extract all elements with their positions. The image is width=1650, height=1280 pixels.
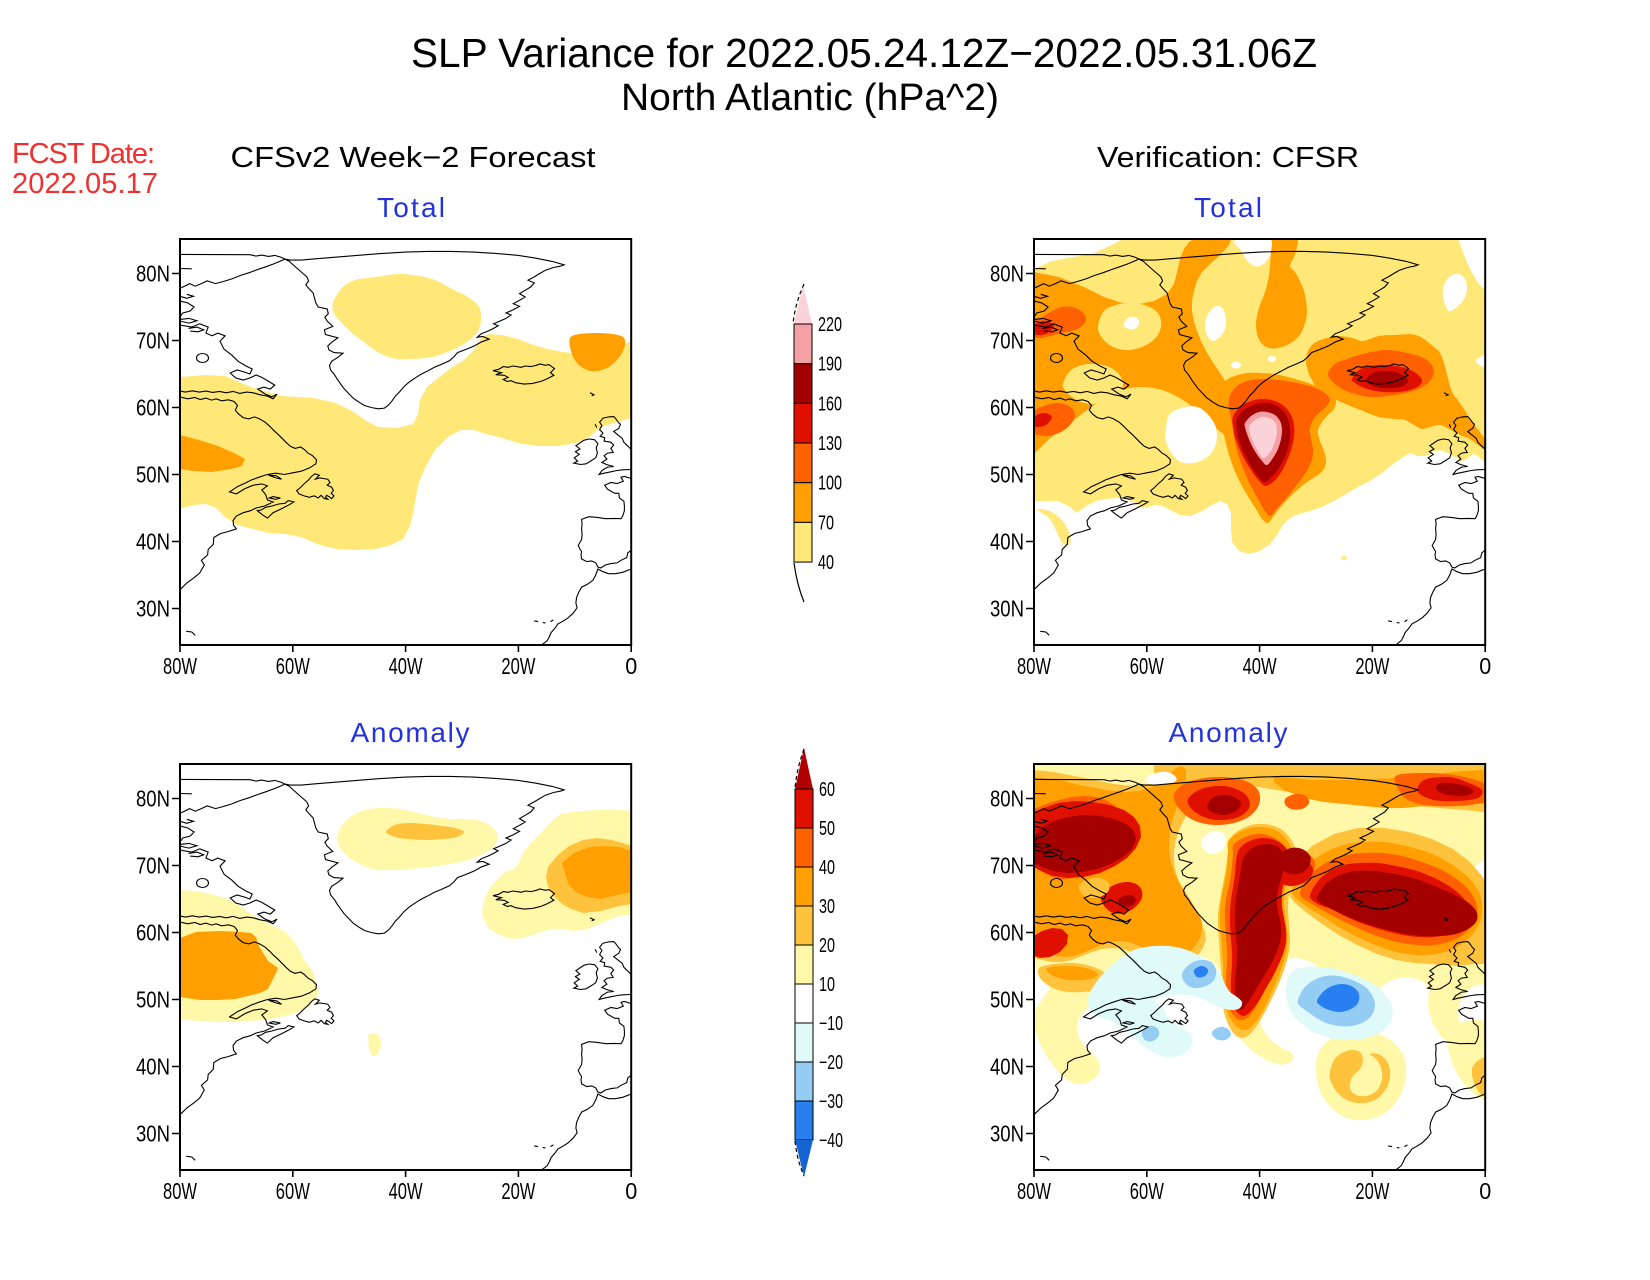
- svg-text:70N: 70N: [990, 328, 1024, 354]
- svg-text:70: 70: [818, 512, 834, 534]
- svg-text:20W: 20W: [1355, 653, 1389, 679]
- svg-text:20: 20: [819, 935, 835, 957]
- svg-text:60N: 60N: [990, 395, 1024, 421]
- svg-text:50: 50: [819, 818, 835, 840]
- svg-text:30N: 30N: [136, 596, 170, 622]
- svg-text:80N: 80N: [136, 261, 170, 287]
- svg-text:50N: 50N: [136, 987, 170, 1013]
- svg-text:−30: −30: [819, 1091, 843, 1113]
- svg-text:CFSv2 Week−2 Forecast: CFSv2 Week−2 Forecast: [231, 142, 596, 174]
- svg-text:Anomaly: Anomaly: [1169, 717, 1288, 748]
- svg-text:20W: 20W: [1355, 1178, 1389, 1204]
- svg-text:Total: Total: [377, 192, 445, 223]
- svg-text:30N: 30N: [990, 1121, 1024, 1147]
- svg-text:60N: 60N: [990, 920, 1024, 946]
- svg-text:0: 0: [625, 1178, 637, 1204]
- svg-text:40N: 40N: [136, 529, 170, 555]
- svg-text:190: 190: [818, 354, 842, 376]
- svg-text:80W: 80W: [1017, 653, 1051, 679]
- svg-text:−10: −10: [819, 1013, 843, 1035]
- svg-text:80W: 80W: [163, 653, 197, 679]
- svg-text:70N: 70N: [136, 853, 170, 879]
- svg-text:0: 0: [1479, 1178, 1491, 1204]
- svg-text:Total: Total: [1194, 192, 1262, 223]
- svg-text:40W: 40W: [389, 1178, 423, 1204]
- svg-text:10: 10: [819, 974, 835, 996]
- svg-text:80N: 80N: [990, 261, 1024, 287]
- svg-text:−20: −20: [819, 1052, 843, 1074]
- svg-text:70N: 70N: [136, 328, 170, 354]
- svg-text:30: 30: [819, 896, 835, 918]
- svg-text:50N: 50N: [990, 987, 1024, 1013]
- svg-text:80N: 80N: [136, 786, 170, 812]
- svg-text:−40: −40: [819, 1130, 843, 1152]
- svg-text:40N: 40N: [990, 1054, 1024, 1080]
- svg-text:SLP Variance for 2022.05.24.12: SLP Variance for 2022.05.24.12Z−2022.05.…: [411, 30, 1317, 76]
- svg-text:60W: 60W: [1130, 653, 1164, 679]
- svg-text:40: 40: [818, 552, 834, 574]
- svg-text:80N: 80N: [990, 786, 1024, 812]
- svg-text:30N: 30N: [990, 596, 1024, 622]
- svg-text:80W: 80W: [1017, 1178, 1051, 1204]
- svg-text:0: 0: [625, 653, 637, 679]
- svg-text:20W: 20W: [501, 653, 535, 679]
- svg-text:0: 0: [1479, 653, 1491, 679]
- svg-text:40N: 40N: [136, 1054, 170, 1080]
- svg-text:20W: 20W: [501, 1178, 535, 1204]
- svg-text:60W: 60W: [1130, 1178, 1164, 1204]
- svg-text:60N: 60N: [136, 395, 170, 421]
- svg-text:Verification: CFSR: Verification: CFSR: [1097, 142, 1359, 174]
- svg-text:40: 40: [819, 857, 835, 879]
- svg-text:160: 160: [818, 393, 842, 415]
- svg-text:50N: 50N: [136, 462, 170, 488]
- svg-text:FCST Date:: FCST Date:: [12, 138, 155, 170]
- svg-text:60N: 60N: [136, 920, 170, 946]
- svg-text:2022.05.17: 2022.05.17: [12, 168, 158, 200]
- svg-text:North Atlantic (hPa^2): North Atlantic (hPa^2): [621, 77, 999, 119]
- svg-text:60: 60: [819, 779, 835, 801]
- svg-text:80W: 80W: [163, 1178, 197, 1204]
- svg-text:40N: 40N: [990, 529, 1024, 555]
- svg-text:50N: 50N: [990, 462, 1024, 488]
- svg-text:40W: 40W: [1243, 1178, 1277, 1204]
- svg-text:100: 100: [818, 473, 842, 495]
- svg-text:60W: 60W: [276, 653, 310, 679]
- svg-text:Anomaly: Anomaly: [351, 717, 470, 748]
- svg-text:40W: 40W: [1243, 653, 1277, 679]
- svg-text:60W: 60W: [276, 1178, 310, 1204]
- svg-text:30N: 30N: [136, 1121, 170, 1147]
- svg-text:40W: 40W: [389, 653, 423, 679]
- svg-text:70N: 70N: [990, 853, 1024, 879]
- svg-text:130: 130: [818, 433, 842, 455]
- svg-text:220: 220: [818, 314, 842, 336]
